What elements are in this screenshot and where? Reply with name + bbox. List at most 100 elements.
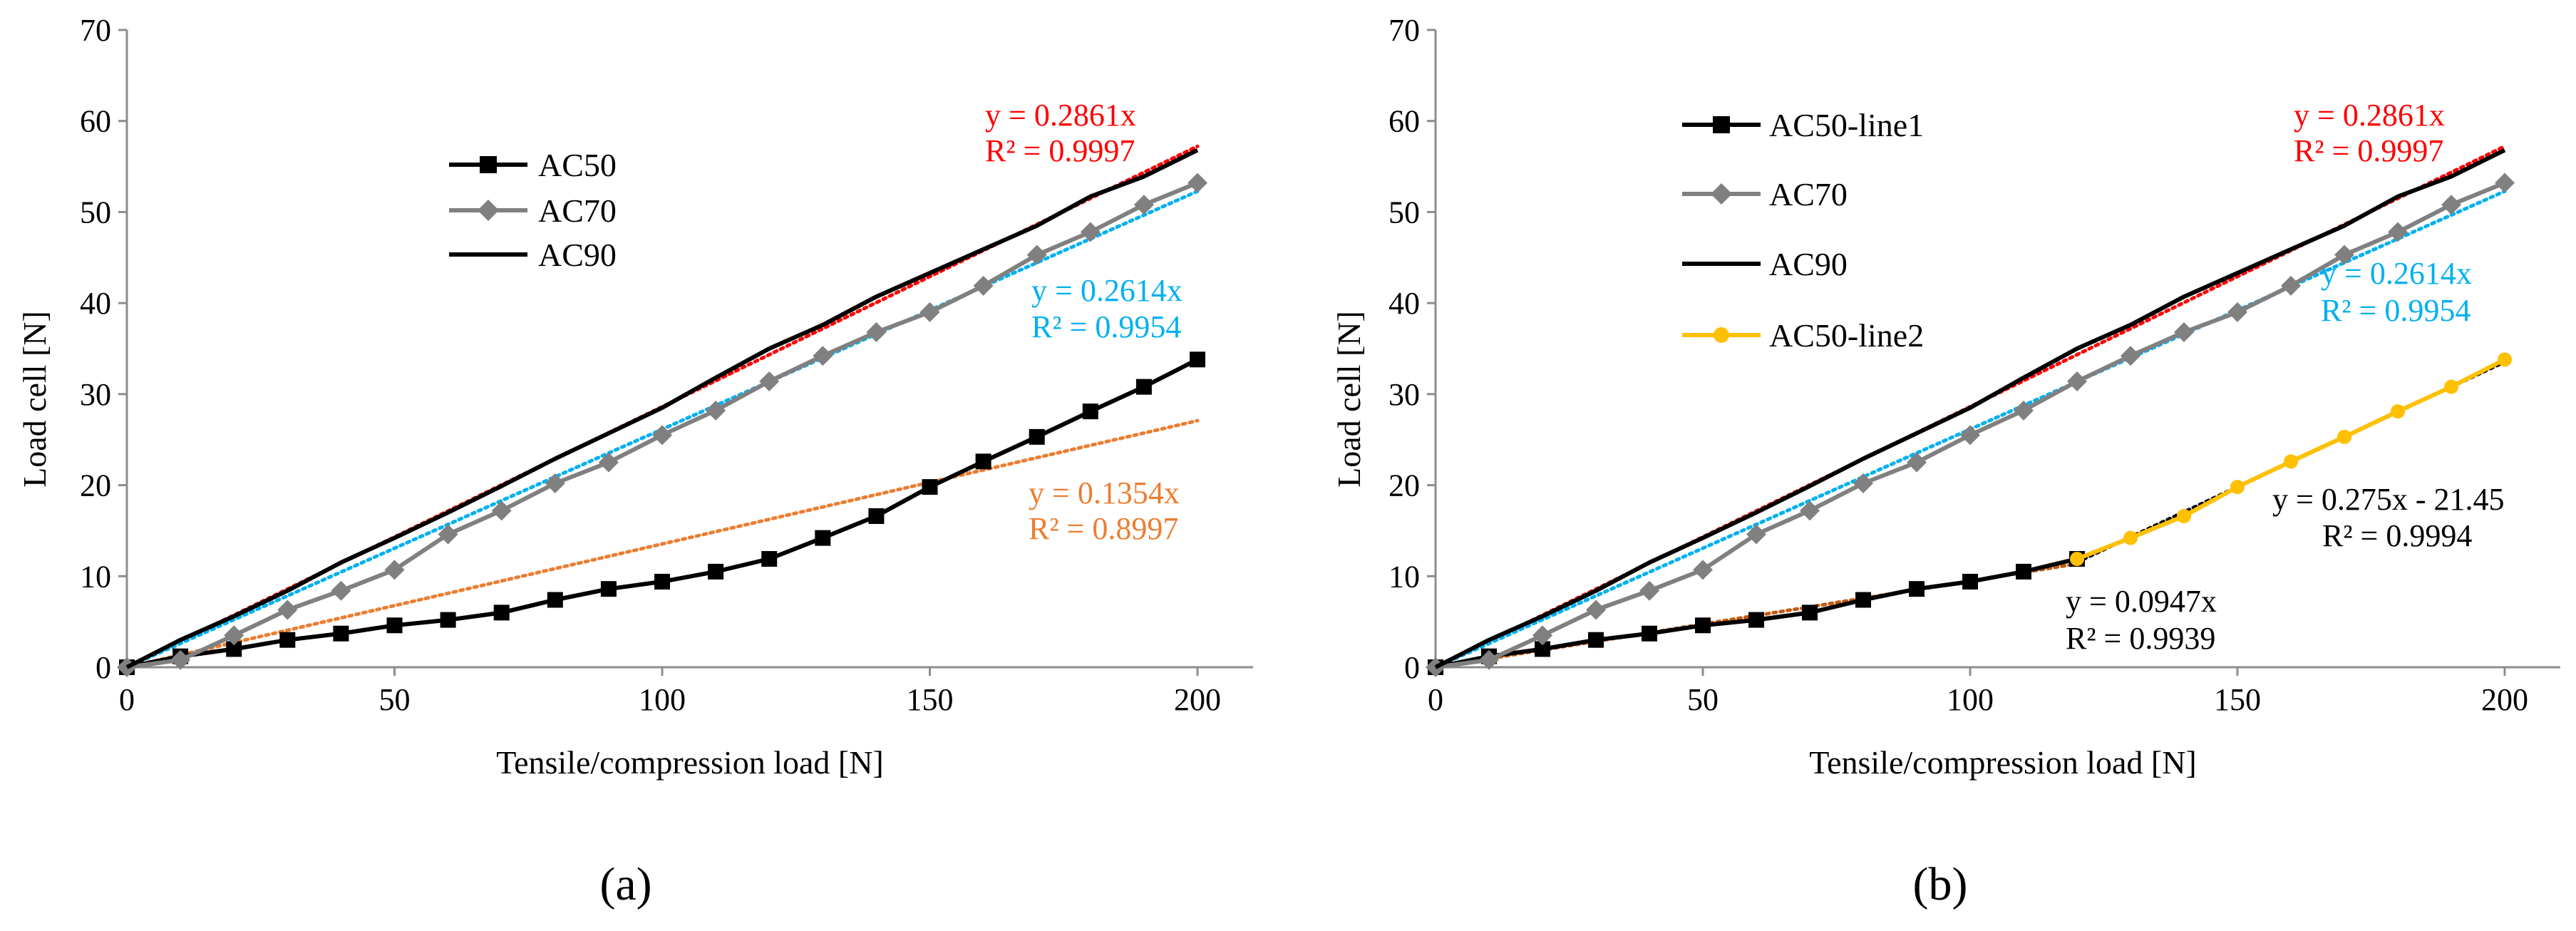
data-point-ac70 [1532,625,1552,646]
trendline-equation-blue: y = 0.2614x [2321,256,2472,291]
y-axis-title: Load cell [N] [1331,311,1367,488]
data-point-ac70 [1693,560,1713,580]
chart-panel-b: 0 50 100 150 200 0 10 20 30 40 50 60 70 Tensile/comp… [1331,13,2560,910]
x-axis-title: Tensile/compression load [N] [1809,744,2197,781]
data-point-ac50 [600,581,617,597]
data-point-ac50-line1 [1642,625,1657,642]
data-point-ac70 [598,452,619,473]
data-point-ac70 [1746,524,1766,545]
data-point-ac50-line1 [1802,605,1818,621]
y-tick-label: 70 [80,13,111,48]
data-point-ac70 [813,346,833,366]
legend-label-ac50-line1: AC50-line1 [1769,107,1924,143]
legend-marker-ac50 [480,156,497,173]
y-tick-label: 40 [80,286,111,321]
x-tick-label: 150 [2214,682,2261,717]
axis-ticks: 0 50 100 150 200 0 10 20 30 40 50 60 70 [1389,13,2528,717]
x-axis-title: Tensile/compression load [N] [496,744,884,781]
data-point-ac50 [761,551,778,567]
legend-label-ac70: AC70 [1769,176,1848,212]
data-point-ac50 [386,617,403,634]
data-point-ac50-line2 [2444,379,2458,394]
data-point-ac70 [2388,222,2408,242]
data-series [1426,148,2515,677]
y-tick-label: 0 [1404,650,1420,685]
y-tick-label: 40 [1389,286,1420,321]
x-tick-label: 200 [1174,682,1221,717]
data-point-ac70 [2227,302,2247,322]
data-point-ac50 [1029,428,1045,445]
trendline-equation-line2: y = 0.275x - 21.45 [2272,482,2504,517]
trendline-r2-orange: R² = 0.8997 [1029,511,1178,546]
data-point-ac50 [279,632,296,648]
data-point-ac70 [170,649,191,670]
data-point-ac50 [547,592,563,608]
data-point-ac50 [1082,403,1098,420]
y-tick-label: 10 [1389,559,1420,594]
legend: AC50-line1 AC70 AC90 AC50-line2 [1682,107,1924,354]
data-point-ac70 [866,322,887,343]
data-point-ac50 [815,530,831,546]
data-point-ac50-line2 [2337,429,2351,444]
data-point-ac50-line1 [1588,632,1604,648]
data-point-ac50-line1 [1909,581,1925,597]
data-point-ac70 [652,425,672,446]
data-point-ac50-line2 [2391,404,2405,419]
data-point-ac70 [759,371,780,391]
data-point-ac50 [868,508,885,524]
y-tick-label: 50 [80,195,111,230]
y-tick-label: 20 [1389,468,1420,503]
data-point-ac70 [2495,173,2515,193]
x-tick-label: 0 [119,682,135,717]
data-point-ac70 [384,560,405,580]
data-point-ac70 [1187,173,1207,193]
data-point-ac70 [1479,649,1499,670]
x-tick-label: 150 [907,682,954,717]
data-point-ac50 [654,573,670,590]
legend-label-ac90: AC90 [538,237,617,273]
data-point-ac50-line2 [2123,530,2138,545]
data-point-ac70 [706,400,726,421]
data-point-ac50 [975,453,991,470]
data-point-ac50-line1 [1962,573,1978,590]
panel-label-a: (a) [599,858,651,910]
legend-label-ac50: AC50 [538,147,617,183]
data-point-ac70 [973,275,994,296]
data-point-ac70 [1800,500,1820,521]
data-point-ac70 [1853,473,1873,494]
data-point-ac70 [2121,346,2140,366]
data-point-ac70 [2441,195,2461,215]
data-point-ac70 [1026,245,1047,265]
data-point-ac70 [2334,245,2354,265]
data-point-ac50-line2 [2230,480,2245,495]
y-tick-label: 20 [80,468,111,503]
data-series [117,148,1207,677]
legend-marker-ac70 [478,200,499,221]
data-point-ac70 [545,473,565,494]
data-point-ac70 [2174,322,2194,343]
data-point-ac70 [2281,275,2301,296]
data-point-ac50 [708,563,724,580]
data-point-ac50-line2 [2070,552,2084,567]
data-point-ac50-line1 [1695,617,1711,634]
trendline-equation-orange: y = 0.1354x [1029,475,1180,510]
trendline-equation-blue: y = 0.2614x [1031,273,1183,308]
y-tick-label: 0 [96,650,111,685]
axis-ticks: 0 50 100 150 200 0 10 20 30 40 50 60 70 [80,13,1221,717]
data-point-ac50-line1 [2016,563,2031,580]
trendline-r2-line2: R² = 0.9994 [2322,518,2472,553]
data-point-ac50-line2 [2284,454,2298,469]
trendline-2 [125,418,1200,669]
y-axis-title: Load cell [N] [16,311,53,488]
data-point-ac50-line2 [2498,352,2512,367]
data-point-ac70 [1907,452,1927,473]
data-point-ac70 [1639,580,1659,601]
legend-marker-ac50-line2 [1714,327,1729,343]
y-tick-label: 50 [1389,195,1420,230]
x-tick-label: 200 [2481,682,2528,717]
data-point-ac50 [922,479,938,495]
trendline-equation-line1: y = 0.0947x [2066,584,2217,619]
data-point-ac50 [1135,379,1152,395]
data-point-ac70 [1133,195,1154,215]
data-point-ac70 [438,524,458,545]
